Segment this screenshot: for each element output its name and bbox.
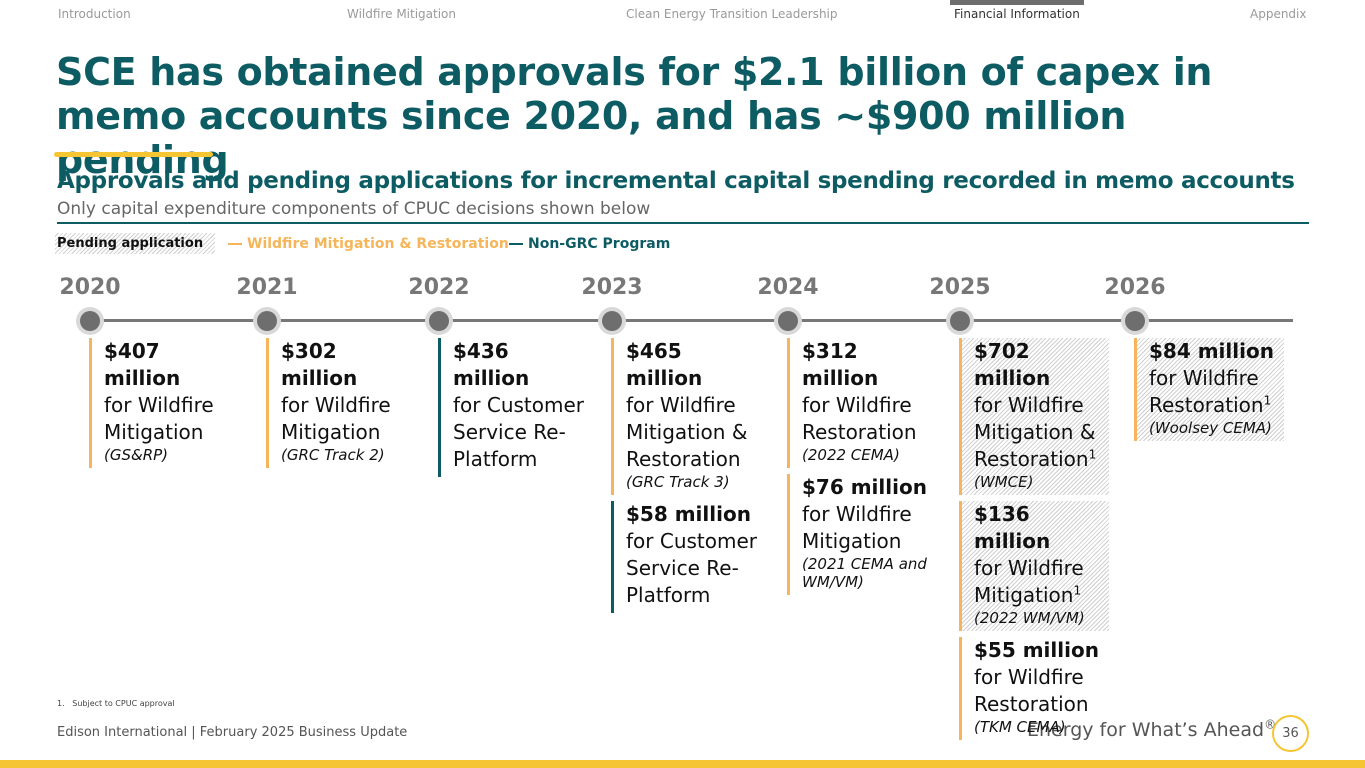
footnote-text: Subject to CPUC approval <box>72 699 175 708</box>
entry-amount: $702 million <box>974 339 1051 390</box>
entry-note: (Woolsey CEMA) <box>1149 419 1272 437</box>
entry-amount: $55 million <box>974 638 1099 662</box>
year-label: 2026 <box>1104 275 1166 300</box>
legend-item: Non-GRC Program <box>509 236 670 252</box>
entry: $55 million for Wildfire Restoration (TKM … <box>959 637 1109 740</box>
entry-amount: $465 million <box>626 339 703 390</box>
entry: $312 million for Wildfire Restoration (202… <box>787 338 937 468</box>
entry-text: for Wildfire Mitigation <box>802 502 912 553</box>
entry-text: for Wildfire Restoration <box>802 393 917 444</box>
footer-text: Edison International | February 2025 Bus… <box>57 725 408 740</box>
entry-text: for Wildfire Mitigation & Restoration <box>974 393 1096 471</box>
footnote-ref: 1 <box>1088 447 1097 462</box>
nav-item: Clean Energy Transition Leadership <box>626 7 838 21</box>
nav-item: Introduction <box>58 7 131 21</box>
entry-note: (GS&RP) <box>104 446 169 464</box>
timeline-node <box>253 307 281 335</box>
entry-column: $407 million for Wildfire Mitigation (GS&R… <box>89 338 249 474</box>
subheading: Only capital expenditure components of C… <box>57 199 651 219</box>
entry: $302 million for Wildfire Mitigation (GRC … <box>266 338 416 468</box>
footnote-ref: 1 <box>1263 393 1272 408</box>
accent-bar <box>54 152 213 157</box>
timeline-node <box>598 307 626 335</box>
entry-column: $84 million for Wildfire Restoration1 (Woo… <box>1134 338 1294 447</box>
entry-column: $702 million for Wildfire Mitigation & Re… <box>959 338 1119 746</box>
entry-note: (GRC Track 3) <box>626 473 730 491</box>
entry: $407 million for Wildfire Mitigation (GS&R… <box>89 338 239 468</box>
entry-amount: $312 million <box>802 339 879 390</box>
entry-text: for Wildfire Mitigation & Restoration <box>626 393 748 471</box>
entry-text: for Customer Service Re-Platform <box>626 529 758 607</box>
title: SCE has obtained approvals for $2.1 bill… <box>56 50 1213 182</box>
footnote-ref: 1 <box>1073 583 1082 598</box>
entry-column: $436 million for Customer Service Re-Plat… <box>438 338 598 483</box>
entry-note: (TKM CEMA) <box>974 718 1066 736</box>
footnote-number: 1. <box>57 699 65 708</box>
year-label: 2025 <box>929 275 991 300</box>
timeline-node <box>774 307 802 335</box>
entry-note: (2022 CEMA) <box>802 446 900 464</box>
entry-amount: $84 million <box>1149 339 1274 363</box>
entry: $436 million for Customer Service Re-Plat… <box>438 338 588 477</box>
entry: $84 million for Wildfire Restoration1 (Woo… <box>1134 338 1284 441</box>
entry-amount: $136 million <box>974 502 1051 553</box>
timeline-node <box>76 307 104 335</box>
year-label: 2023 <box>581 275 643 300</box>
footnote: 1. Subject to CPUC approval <box>57 699 175 708</box>
nav-item: Financial Information <box>950 0 1084 21</box>
entry-text: for Wildfire Mitigation <box>281 393 391 444</box>
nav-item: Wildfire Mitigation <box>347 7 456 21</box>
entry-note: (GRC Track 2) <box>281 446 385 464</box>
year-label: 2024 <box>757 275 819 300</box>
legend-pending: Pending application <box>55 233 216 254</box>
nav-item: Appendix <box>1250 7 1307 21</box>
entry: $136 million for Wildfire Mitigation1 (202… <box>959 501 1109 631</box>
entry-amount: $302 million <box>281 339 358 390</box>
entry: $702 million for Wildfire Mitigation & Re… <box>959 338 1109 495</box>
timeline-node <box>425 307 453 335</box>
legend-item: Wildfire Mitigation & Restoration <box>228 236 509 252</box>
entry-amount: $76 million <box>802 475 927 499</box>
tagline-text: Energy for What’s Ahead <box>1027 719 1265 741</box>
entry-amount: $58 million <box>626 502 751 526</box>
heading: Approvals and pending applications for i… <box>57 168 1295 194</box>
entry-note: (WMCE) <box>974 473 1034 491</box>
timeline-line <box>78 319 1293 322</box>
entry-text: for Wildfire Restoration <box>974 665 1089 716</box>
entry: $465 million for Wildfire Mitigation & Re… <box>611 338 761 495</box>
year-label: 2022 <box>408 275 470 300</box>
page-number: 36 <box>1272 715 1309 752</box>
entry-text: for Customer Service Re-Platform <box>453 393 585 471</box>
entry: $76 million for Wildfire Mitigation (2021 … <box>787 474 937 595</box>
entry-text: for Wildfire Restoration <box>1149 366 1264 417</box>
year-label: 2020 <box>59 275 121 300</box>
footer-bar <box>0 760 1365 768</box>
timeline-node <box>946 307 974 335</box>
year-label: 2021 <box>236 275 298 300</box>
entry-amount: $436 million <box>453 339 530 390</box>
entry-column: $312 million for Wildfire Restoration (202… <box>787 338 947 601</box>
entry-text: for Wildfire Mitigation <box>974 556 1084 607</box>
entry-column: $465 million for Wildfire Mitigation & Re… <box>611 338 771 619</box>
rule <box>57 222 1309 224</box>
entry-note: (2022 WM/VM) <box>974 609 1085 627</box>
entry-amount: $407 million <box>104 339 181 390</box>
entry-column: $302 million for Wildfire Mitigation (GRC … <box>266 338 426 474</box>
entry-note: (2021 CEMA and WM/VM) <box>802 555 927 591</box>
timeline-node <box>1121 307 1149 335</box>
entry-text: for Wildfire Mitigation <box>104 393 214 444</box>
entry: $58 million for Customer Service Re-Platf… <box>611 501 761 613</box>
